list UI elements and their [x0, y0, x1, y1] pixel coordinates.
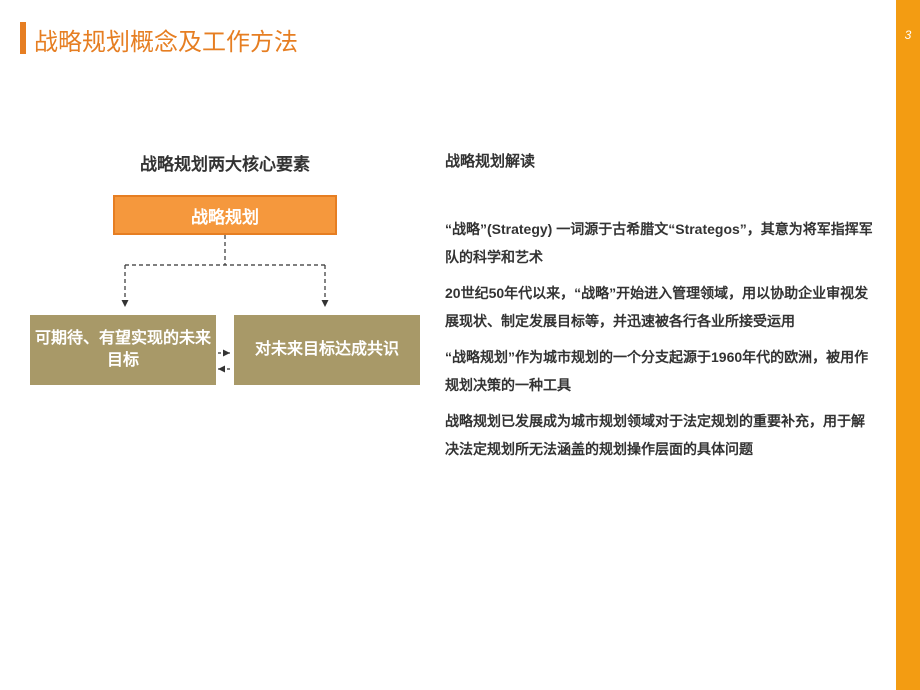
paragraph: 战略规划已发展成为城市规划领域对于法定规划的重要补充，用于解决法定规划所无法涵盖… — [445, 407, 875, 463]
right-column: 战略规划解读 “战略”(Strategy) 一词源于古希腊文“Strategos… — [445, 150, 875, 471]
paragraph: “战略”(Strategy) 一词源于古希腊文“Strategos”，其意为将军… — [445, 215, 875, 271]
diagram-connectors — [30, 235, 420, 315]
diagram-title: 战略规划两大核心要素 — [30, 150, 420, 175]
paragraph: “战略规划”作为城市规划的一个分支起源于1960年代的欧洲，被用作规划决策的一种… — [445, 343, 875, 399]
page-number-sidebar — [896, 0, 920, 690]
paragraph: 20世纪50年代以来，“战略”开始进入管理领域，用以协助企业审视发展现状、制定发… — [445, 279, 875, 335]
page-number: 3 — [896, 28, 920, 42]
page-title: 战略规划概念及工作方法 — [34, 22, 298, 57]
diagram-bottom-left-box: 可期待、有望实现的未来目标 — [30, 315, 216, 385]
right-title: 战略规划解读 — [445, 150, 875, 171]
title-accent-bar — [20, 22, 26, 54]
diagram-bottom-row: 可期待、有望实现的未来目标 对未来目标达成共识 — [30, 315, 420, 385]
diagram-top-box: 战略规划 — [113, 195, 337, 235]
diagram-h-arrows — [30, 353, 420, 354]
diagram-bottom-right-box: 对未来目标达成共识 — [234, 315, 420, 385]
diagram-region: 战略规划两大核心要素 战略规划 可期待、有望实现的未来目标 对未来目标达成共识 — [30, 150, 420, 403]
